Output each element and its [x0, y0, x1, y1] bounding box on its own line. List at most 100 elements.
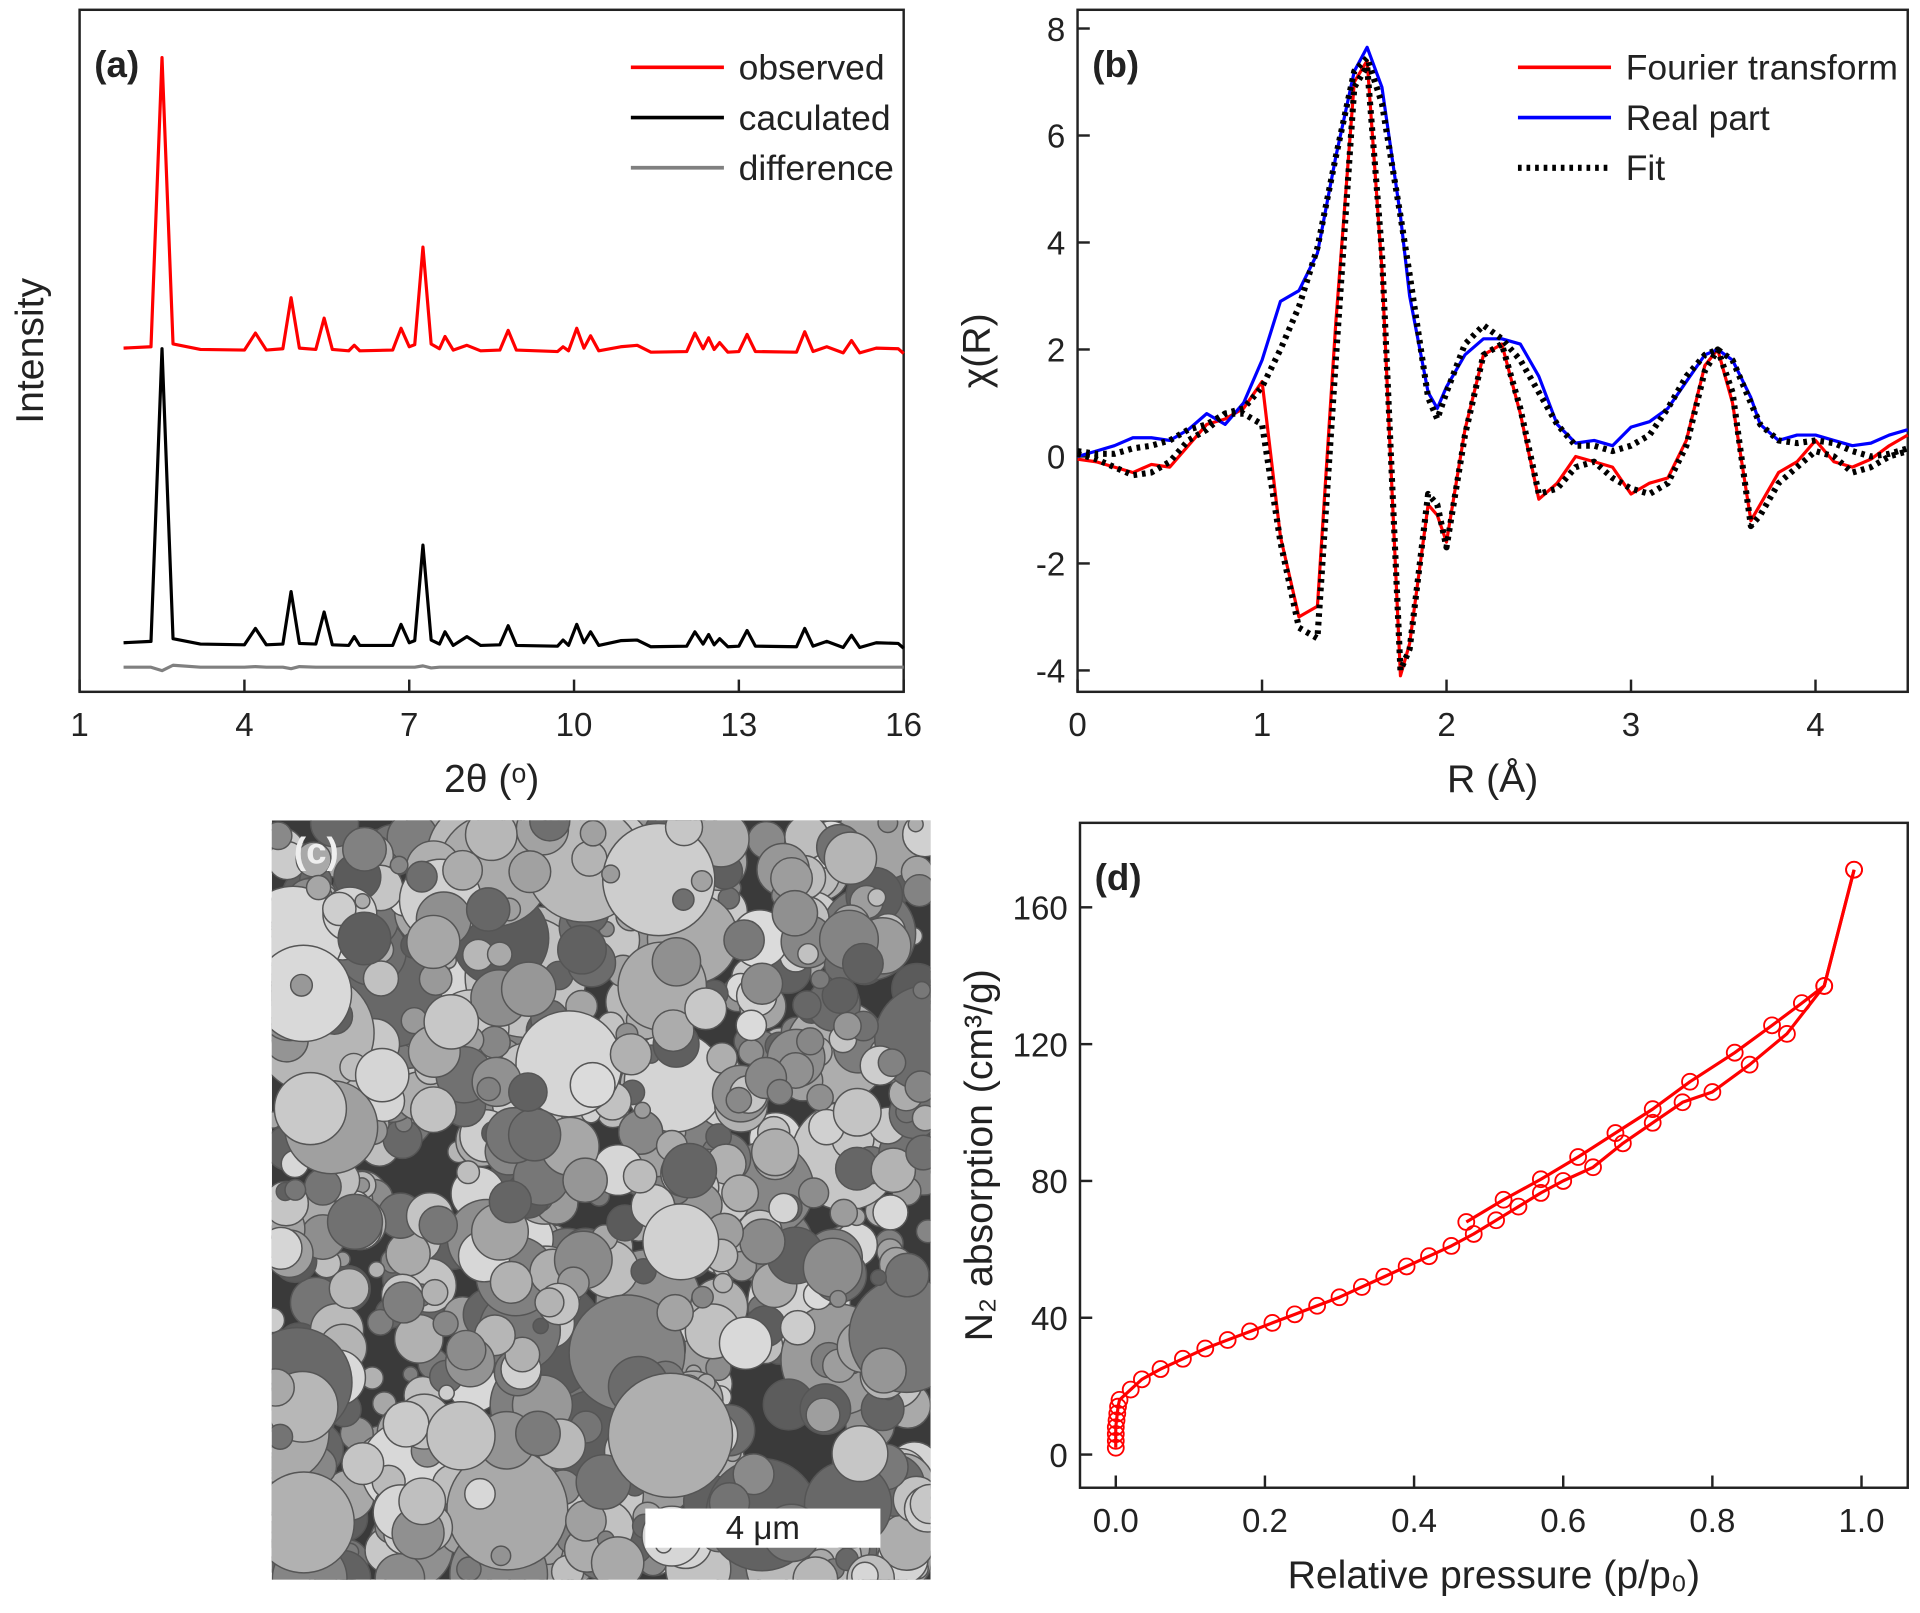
sem-particle — [326, 1193, 384, 1250]
sem-particle — [601, 864, 621, 884]
series-line — [123, 347, 905, 650]
sem-particle — [579, 820, 607, 847]
sem-particle — [723, 919, 765, 962]
data-point — [1106, 1438, 1125, 1457]
y-axis-label: N₂ absorption (cm³/g) — [958, 969, 1001, 1341]
sem-particle — [821, 976, 859, 1014]
data-point — [1106, 1418, 1125, 1437]
sem-particle — [322, 891, 357, 927]
panel-label: (c) — [294, 830, 339, 871]
data-point — [1673, 1093, 1692, 1112]
x-tick-label: 1 — [1253, 707, 1271, 744]
sem-particle — [507, 1108, 562, 1162]
data-point — [1442, 1237, 1461, 1255]
sem-particle — [904, 1070, 931, 1103]
sem-particle — [831, 1424, 889, 1483]
sem-particle — [271, 944, 353, 1043]
data-point — [1487, 1211, 1505, 1230]
sem-particle — [823, 831, 878, 885]
sem-particle — [690, 870, 713, 893]
sem-particle — [691, 1285, 714, 1309]
sem-particle — [464, 1477, 496, 1510]
x-tick-label: 1 — [70, 707, 88, 744]
sem-particle — [664, 820, 704, 847]
sem-particle — [833, 1011, 862, 1041]
sem-particle — [901, 820, 931, 858]
sem-particle — [672, 888, 695, 911]
sem-particle — [432, 1310, 459, 1337]
data-point — [1241, 1322, 1259, 1341]
data-point — [1285, 1305, 1304, 1324]
data-point — [1218, 1331, 1237, 1349]
data-point — [1174, 1349, 1192, 1368]
data-point — [1106, 1432, 1125, 1450]
sem-particle — [732, 1453, 775, 1496]
sem-particle — [490, 1545, 512, 1567]
sem-particle — [418, 1205, 459, 1245]
data-point — [1151, 1360, 1170, 1378]
data-point — [1845, 860, 1863, 879]
x-tick-label: 4 — [235, 707, 253, 744]
sem-particle — [911, 1104, 931, 1132]
sem-particle — [398, 1477, 447, 1526]
sem-particle — [374, 1553, 426, 1580]
sem-particle — [405, 860, 438, 893]
sem-particle — [271, 1368, 295, 1407]
sem-particle — [740, 962, 784, 1006]
y-tick-label: 40 — [1031, 1301, 1068, 1338]
sem-particle — [656, 1293, 694, 1332]
y-tick-label: 0 — [1047, 440, 1065, 477]
sem-particle — [651, 936, 702, 987]
sem-particle — [366, 1308, 394, 1336]
sem-particle — [902, 873, 931, 908]
data-point — [1606, 1124, 1625, 1142]
sem-particle — [445, 1329, 487, 1371]
data-point — [1778, 1024, 1796, 1043]
y-axis-label: Intensity — [9, 277, 52, 423]
sem-particle — [802, 1237, 863, 1298]
sem-particle — [421, 1278, 449, 1307]
sem-particle — [796, 1027, 825, 1056]
sem-particle — [382, 1281, 425, 1324]
series-line — [1077, 45, 1909, 459]
x-axis-label: R (Å) — [1447, 757, 1538, 801]
sem-particle — [905, 1134, 931, 1171]
sem-particle — [850, 1561, 879, 1580]
x-tick-label: 0.4 — [1391, 1503, 1437, 1540]
y-tick-label: 0 — [1049, 1438, 1067, 1475]
data-point — [1763, 1016, 1781, 1035]
data-point — [1815, 977, 1834, 995]
series-line — [123, 55, 905, 355]
sem-particle — [515, 1410, 561, 1457]
sem-particle — [877, 1048, 907, 1078]
data-point — [1106, 1425, 1125, 1443]
sem-particle — [766, 1078, 794, 1106]
sem-particle — [341, 1442, 385, 1486]
sem-particle — [423, 994, 480, 1050]
series-line — [1465, 869, 1856, 1224]
data-point — [1353, 1278, 1371, 1296]
sem-particle — [529, 820, 571, 842]
sem-particle — [806, 1083, 834, 1112]
y-tick-label: -4 — [1036, 654, 1065, 691]
data-point — [1725, 1043, 1744, 1062]
sem-particle — [860, 1347, 907, 1394]
x-tick-label: 0.6 — [1540, 1503, 1586, 1540]
sem-particle — [557, 924, 607, 975]
y-tick-label: 8 — [1047, 12, 1065, 49]
y-tick-label: 80 — [1031, 1164, 1068, 1201]
panel-label: (d) — [1095, 857, 1142, 898]
sem-particle — [712, 1272, 734, 1294]
sem-particle — [442, 849, 484, 891]
x-tick-label: 10 — [556, 707, 593, 744]
sem-particle — [805, 1397, 841, 1433]
sem-particle — [508, 850, 552, 894]
sem-particle — [328, 1267, 370, 1310]
sem-particle — [792, 1556, 839, 1580]
sem-particle — [872, 1194, 909, 1231]
legend-label: observed — [739, 48, 885, 88]
sem-particle — [464, 820, 518, 862]
sem-particle — [661, 1142, 718, 1199]
